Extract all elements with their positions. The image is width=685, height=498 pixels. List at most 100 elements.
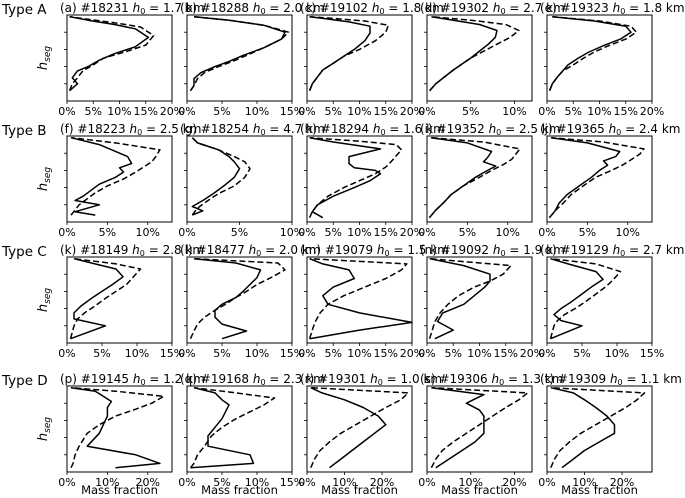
h0-value: 1.9 km [523, 243, 565, 257]
x-tick-label: 10% [136, 226, 160, 239]
x-tick-label: 10% [467, 347, 491, 360]
panel-label: (l) #18477 [180, 243, 249, 257]
panel-frame [186, 385, 293, 473]
panel: (d) #19302 h0 = 2.7 km 0% 5% 10% [418, 1, 565, 118]
series-solid-line [308, 15, 371, 91]
x-tick-label: 10% [280, 226, 304, 239]
x-tick-label: 10% [587, 105, 611, 118]
x-tick-label: 0% [178, 347, 195, 360]
x-tick-label: 15% [134, 105, 158, 118]
panel: (g) #18254 h0 = 4.7 km 0% 5% 10% [178, 122, 325, 239]
panel: (s) #19306 h0 = 1.3 km 0% 10% 20% [418, 372, 563, 489]
x-axis-label: Mass fraction [561, 483, 638, 497]
series-solid-line [309, 258, 413, 340]
h0-equals: = [390, 243, 408, 257]
panel-title: (b) #18288 h0 = 2.0 km [180, 1, 325, 16]
x-tick-label: 10% [347, 347, 371, 360]
series-solid-line [429, 257, 491, 340]
panel: (n) #19092 h0 = 1.9 km 0% 5% 10% 15% 20% [418, 243, 564, 360]
h0-subscript: 0 [500, 249, 505, 258]
x-tick-label: 15% [280, 105, 304, 118]
h0-equals: = [506, 243, 524, 257]
series-solid-line [431, 386, 485, 469]
panel-frame [186, 256, 293, 344]
x-tick-label: 0% [298, 347, 315, 360]
series-solid-line [309, 136, 382, 219]
x-tick-label: 0% [538, 347, 555, 360]
panel: (a) #18231 h0 = 1.7 km 0% 5% 10% 15% 20% [58, 1, 204, 118]
x-tick-label: 15% [640, 347, 664, 360]
series-dashed-line [69, 257, 142, 339]
panel: (f) #18223 h0 = 2.5 km 0% 5% 10% [58, 122, 201, 239]
h0-equals: = [623, 372, 641, 386]
x-tick-label: 20% [640, 105, 664, 118]
series-dashed-line [549, 257, 622, 339]
series-solid-line [193, 257, 262, 340]
panel: (i) #19352 h0 = 2.5 km 0% 5% 10% [418, 122, 560, 239]
h0-subscript: 0 [499, 378, 504, 387]
h0-equals: = [266, 122, 284, 136]
panel-title: (n) #19092 h0 = 1.9 km [420, 243, 565, 258]
series-dashed-line [548, 15, 638, 91]
x-tick-label: 15% [160, 347, 184, 360]
panel-label: (t) #19309 [540, 372, 610, 386]
panel-frame [186, 135, 293, 223]
panel-title: (r) #19301 h0 = 1.0 km [300, 372, 442, 387]
x-tick-label: 0% [538, 226, 555, 239]
series-solid-line [70, 257, 124, 340]
panel-frame [306, 385, 413, 473]
panel: (e) #19323 h0 = 1.8 km 0% 5% 10% 15% 20% [538, 1, 684, 118]
panel-frame [306, 135, 413, 223]
h0-value: 1.7 km [163, 1, 205, 15]
x-tick-label: 15% [614, 105, 638, 118]
panel-frame [66, 385, 173, 473]
panel-title: (q) #19168 h0 = 2.3 km [180, 372, 325, 387]
x-tick-label: 10% [347, 226, 371, 239]
panel-label: (r) #19301 [300, 372, 370, 386]
panel-frame [546, 256, 653, 344]
x-tick-label: 10% [502, 105, 526, 118]
x-tick-label: 0% [298, 476, 315, 489]
panel: (h) #18294 h0 = 1.6 km 0% 5% 10% 15% 20% [298, 122, 444, 239]
panel-label: (o) #19129 [540, 243, 613, 257]
x-tick-label: 0% [418, 476, 435, 489]
panel-frame [546, 14, 653, 102]
h0-symbol: h [133, 372, 141, 386]
series-dashed-line [308, 15, 390, 91]
h0-symbol: h [253, 372, 261, 386]
x-tick-label: 10% [332, 476, 356, 489]
panel-frame [546, 135, 653, 223]
panel-title: (o) #19129 h0 = 2.7 km [540, 243, 685, 258]
series-dashed-line [428, 136, 521, 219]
y-axis-label: hseg [36, 167, 53, 191]
x-tick-label: 10% [125, 347, 149, 360]
x-axis-label: Mass fraction [321, 483, 398, 497]
x-tick-label: 5% [462, 105, 479, 118]
x-tick-label: 5% [325, 105, 342, 118]
panel-label: (c) #19102 [300, 1, 372, 15]
x-tick-label: 0% [178, 226, 195, 239]
h0-equals: = [261, 243, 279, 257]
x-tick-label: 20% [136, 476, 160, 489]
x-tick-label: 0% [298, 226, 315, 239]
panel-label: (h) #18294 [300, 122, 373, 136]
row-label: Type C [1, 244, 47, 260]
h0-equals: = [506, 1, 524, 15]
h0-symbol: h [610, 372, 618, 386]
panel-title: (m) #19079 h0 = 1.5 km [300, 243, 449, 258]
x-tick-label: 10% [572, 476, 596, 489]
panel-title: (l) #18477 h0 = 2.0 km [180, 243, 321, 258]
x-axis-label: Mass fraction [441, 483, 518, 497]
h0-value: 2.4 km [639, 122, 681, 136]
panel-title: (p) #19145 h0 = 1.2 km [60, 372, 205, 387]
h0-value: 2.8 km [163, 243, 205, 257]
x-tick-label: 5% [579, 226, 596, 239]
panel: (t) #19309 h0 = 1.1 km 0% 10% 20% [538, 372, 682, 489]
h0-value: 2.0 km [279, 243, 321, 257]
h0-subscript: 0 [385, 249, 390, 258]
series-solid-line [190, 386, 255, 469]
h0-symbol: h [489, 122, 497, 136]
row-label: Type D [1, 373, 48, 389]
panel-label: (d) #19302 [420, 1, 493, 15]
